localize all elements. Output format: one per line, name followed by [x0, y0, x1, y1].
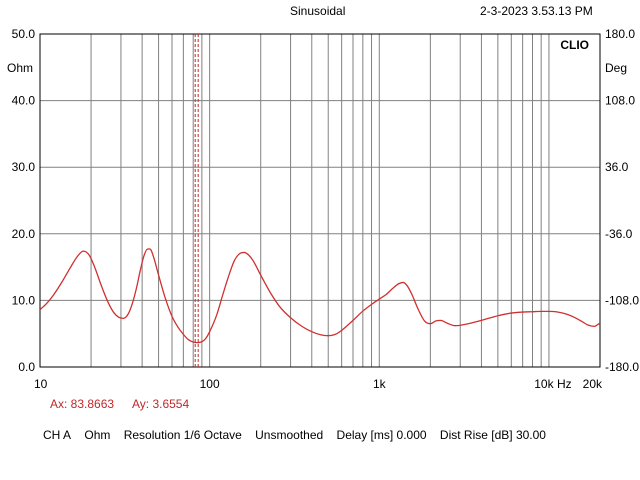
status-bar: CH A Ohm Resolution 1/6 Octave Unsmoothe… — [43, 428, 556, 442]
cursor-x-readout: Ax: 83.8663 — [50, 397, 115, 411]
x-tick-label: 10 — [34, 377, 48, 391]
impedance-trace — [39, 248, 601, 344]
unit-label: Ohm — [84, 428, 111, 442]
y-tick-label: 20.0 — [12, 227, 36, 241]
y2-tick-label: 180.0 — [605, 27, 635, 41]
x-axis-ticks: 10 100 1k 10k 20k — [34, 377, 603, 391]
channel-label: CH A — [43, 428, 72, 442]
x-tick-label: 10k — [534, 377, 554, 391]
y-tick-label: 50.0 — [12, 27, 36, 41]
y2-tick-label: 36.0 — [605, 160, 629, 174]
cursor-y-readout: Ay: 3.6554 — [132, 397, 190, 411]
dist-rise-label: Dist Rise [dB] 30.00 — [439, 428, 546, 442]
y-tick-label: 40.0 — [12, 94, 36, 108]
chart-title: Sinusoidal — [290, 4, 346, 18]
right-axis-unit: Deg — [605, 61, 627, 75]
left-axis-ticks: 0.0 10.0 20.0 30.0 40.0 50.0 — [12, 27, 36, 374]
x-tick-label: 100 — [200, 377, 220, 391]
grid — [40, 34, 600, 367]
x-tick-label: 20k — [583, 377, 603, 391]
x-axis-unit: Hz — [557, 377, 572, 391]
y-tick-label: 10.0 — [12, 293, 36, 307]
measurement-timestamp: 2-3-2023 3.53.13 PM — [480, 4, 593, 18]
left-axis-unit: Ohm — [7, 61, 33, 75]
y2-tick-label: 108.0 — [605, 94, 635, 108]
y-tick-label: 0.0 — [18, 360, 35, 374]
y2-tick-label: -180.0 — [605, 360, 639, 374]
plot-frame — [39, 33, 601, 368]
resolution-label: Resolution 1/6 Octave — [123, 428, 242, 442]
y2-tick-label: -108.0 — [605, 293, 639, 307]
clio-brand-label: CLIO — [560, 38, 589, 52]
right-axis-ticks: -180.0 -108.0 -36.0 36.0 108.0 180.0 — [605, 27, 639, 374]
x-tick-label: 1k — [373, 377, 387, 391]
y-tick-label: 30.0 — [12, 160, 36, 174]
cursor-layer — [194, 34, 199, 367]
smoothing-label: Unsmoothed — [255, 428, 324, 442]
y2-tick-label: -36.0 — [605, 227, 633, 241]
delay-label: Delay [ms] 0.000 — [336, 428, 427, 442]
